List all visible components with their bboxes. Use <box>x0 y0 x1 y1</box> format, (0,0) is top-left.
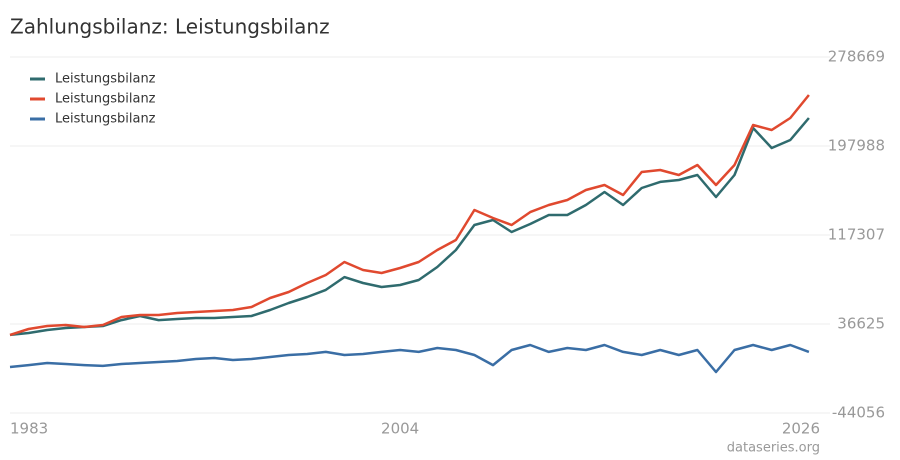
legend-label: Leistungsbilanz <box>55 72 156 87</box>
legend-label: Leistungsbilanz <box>55 92 156 107</box>
y-tick-label: 117307 <box>828 225 885 243</box>
series-line <box>9 117 810 337</box>
series-line <box>9 94 810 337</box>
x-tick-label: 1983 <box>10 420 48 438</box>
y-tick-label: 278669 <box>828 48 885 66</box>
source: dataseries.org <box>727 441 820 456</box>
x-tick-label: 2004 <box>381 420 419 438</box>
x-tick-label: 2026 <box>782 420 820 438</box>
y-tick-label: -44056 <box>832 404 885 422</box>
y-tick-label: 36625 <box>837 315 885 333</box>
series-line <box>9 343 810 374</box>
chart-title: Zahlungsbilanz: Leistungsbilanz <box>10 15 330 39</box>
legend-label: Leistungsbilanz <box>55 112 156 127</box>
y-tick-label: 197988 <box>828 136 885 154</box>
